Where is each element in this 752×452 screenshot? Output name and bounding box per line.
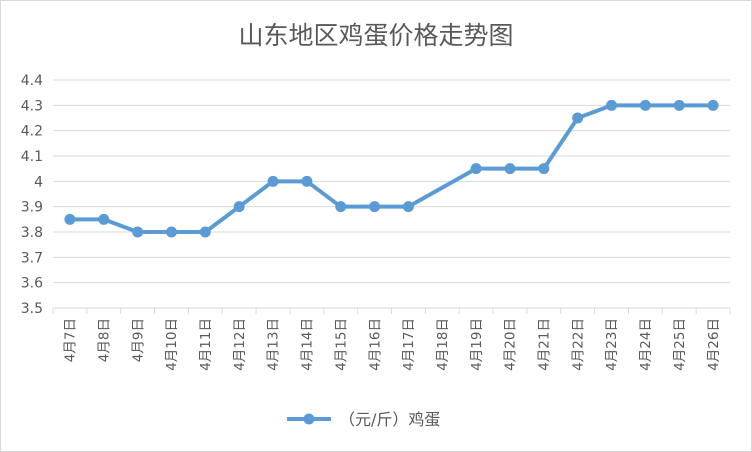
y-tick-label: 4	[34, 174, 43, 190]
data-point	[538, 163, 550, 175]
x-tick-label: 4月13日	[266, 318, 282, 371]
y-tick-label: 3.7	[21, 250, 43, 266]
y-tick-label: 3.6	[21, 276, 43, 292]
data-point	[199, 226, 211, 238]
legend-point-marker	[303, 413, 315, 425]
legend: （元/斤）鸡蛋	[287, 410, 440, 429]
data-point	[335, 201, 347, 213]
data-point	[267, 175, 279, 187]
data-point	[707, 99, 719, 111]
x-tick-label: 4月17日	[401, 318, 417, 371]
data-point	[402, 201, 414, 213]
series-line	[69, 103, 714, 234]
grid-lines	[53, 79, 730, 284]
y-tick-label: 4.3	[21, 98, 43, 114]
x-tick-label: 4月9日	[130, 318, 146, 362]
series-layer	[64, 99, 719, 238]
data-point	[98, 213, 110, 225]
chart-title: 山东地区鸡蛋价格走势图	[238, 21, 513, 50]
y-tick-label: 4.4	[21, 73, 43, 89]
x-tick-label: 4月25日	[672, 318, 688, 371]
x-tick-label: 4月19日	[469, 318, 485, 371]
data-point	[369, 201, 381, 213]
x-tick-label: 4月12日	[232, 318, 248, 371]
data-point	[504, 163, 516, 175]
data-point	[572, 112, 584, 124]
x-tick-label: 4月20日	[503, 318, 519, 371]
x-tick-label: 4月8日	[97, 318, 113, 362]
y-tick-label: 3.9	[21, 200, 43, 216]
x-tick-label: 4月18日	[435, 318, 451, 371]
data-point	[132, 226, 144, 238]
y-tick-label: 3.8	[21, 225, 43, 241]
x-tick-label: 4月15日	[333, 318, 349, 371]
x-tick-label: 4月11日	[198, 318, 214, 371]
data-point	[639, 99, 651, 111]
x-tick-label: 4月23日	[604, 318, 620, 371]
x-tick-label: 4月16日	[367, 318, 383, 371]
x-axis-ticks: 4月7日 4月8日 4月9日 4月10日 4月11日 4月12日 4月13日 4月14日 4月1…	[63, 318, 722, 371]
y-tick-label: 4.2	[21, 124, 43, 140]
data-point	[233, 201, 245, 213]
data-point	[606, 99, 618, 111]
x-tick-label: 4月21日	[537, 318, 553, 371]
data-point	[470, 163, 482, 175]
data-point	[673, 99, 685, 111]
y-axis-ticks: 3.5 3.6 3.7 3.8 3.9 4 4.1 4.2 4.3 4.4	[21, 73, 43, 317]
x-tick-label: 4月14日	[300, 318, 316, 371]
data-point	[64, 213, 76, 225]
x-axis	[52, 307, 731, 314]
data-point	[165, 226, 177, 238]
x-tick-label: 4月24日	[638, 318, 654, 371]
x-tick-label: 4月26日	[706, 318, 722, 371]
x-tick-label: 4月10日	[164, 318, 180, 371]
x-tick-label: 4月7日	[63, 318, 79, 362]
legend-label: （元/斤）鸡蛋	[339, 410, 440, 429]
y-tick-label: 3.5	[21, 301, 43, 317]
y-tick-label: 4.1	[21, 149, 43, 165]
data-point	[301, 175, 313, 187]
x-tick-label: 4月22日	[570, 318, 586, 371]
